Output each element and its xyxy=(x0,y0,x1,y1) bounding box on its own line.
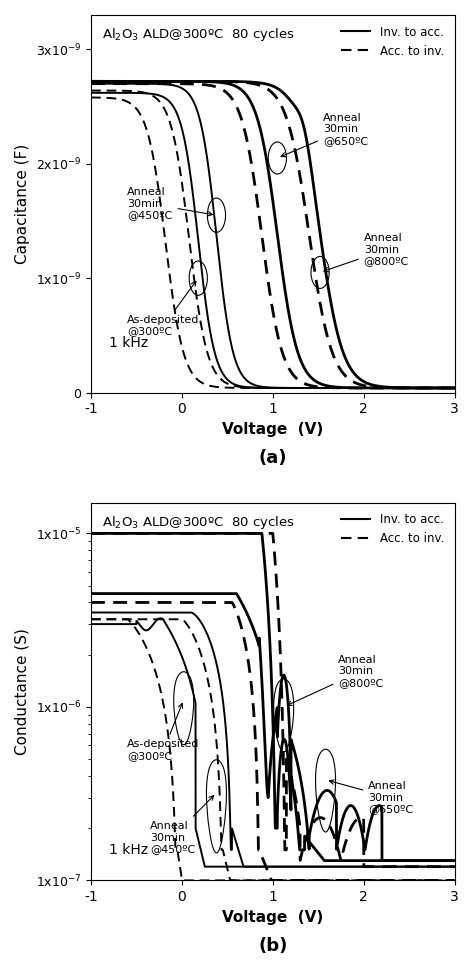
Text: (b): (b) xyxy=(258,937,288,955)
X-axis label: Voltage  (V): Voltage (V) xyxy=(222,422,323,437)
Text: Anneal
30min
@650ºC: Anneal 30min @650ºC xyxy=(281,113,368,157)
Y-axis label: Conductance (S): Conductance (S) xyxy=(15,629,30,755)
Text: Anneal
30min
@800ºC: Anneal 30min @800ºC xyxy=(287,655,383,706)
Text: As-deposited
@300ºC: As-deposited @300ºC xyxy=(128,704,200,761)
Text: Anneal
30min
@650ºC: Anneal 30min @650ºC xyxy=(329,780,413,815)
Text: Anneal
30min
@450ºC: Anneal 30min @450ºC xyxy=(128,187,212,221)
Text: Al$_2$O$_3$ ALD@300ºC  80 cycles: Al$_2$O$_3$ ALD@300ºC 80 cycles xyxy=(102,26,295,43)
X-axis label: Voltage  (V): Voltage (V) xyxy=(222,910,323,924)
Y-axis label: Capacitance (F): Capacitance (F) xyxy=(15,144,30,264)
Text: As-deposited
@300ºC: As-deposited @300ºC xyxy=(128,281,200,336)
Text: 1 kHz: 1 kHz xyxy=(109,336,148,350)
Text: Al$_2$O$_3$ ALD@300ºC  80 cycles: Al$_2$O$_3$ ALD@300ºC 80 cycles xyxy=(102,514,295,531)
Legend: Inv. to acc., Acc. to inv.: Inv. to acc., Acc. to inv. xyxy=(336,21,449,63)
Text: 1 kHz: 1 kHz xyxy=(109,843,148,857)
Text: Anneal
30min
@450ºC: Anneal 30min @450ºC xyxy=(150,795,214,854)
Text: Anneal
30min
@800ºC: Anneal 30min @800ºC xyxy=(324,233,409,272)
Text: (a): (a) xyxy=(258,449,287,468)
Legend: Inv. to acc., Acc. to inv.: Inv. to acc., Acc. to inv. xyxy=(336,509,449,550)
